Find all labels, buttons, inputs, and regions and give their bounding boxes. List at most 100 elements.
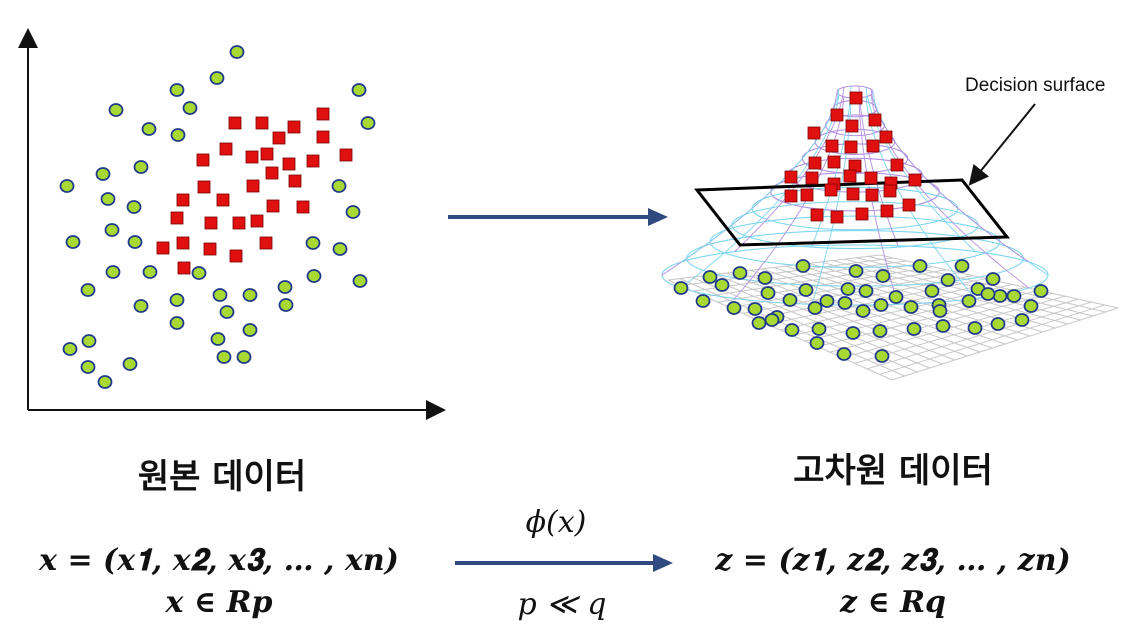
original-circle (236, 350, 252, 364)
original-square (170, 211, 184, 225)
original-data-title: 원본 데이터 (138, 457, 306, 497)
high-dim-circle (985, 272, 1001, 286)
high-dim-circle (784, 323, 800, 337)
original-square (203, 242, 217, 256)
surface-meridian (870, 94, 1030, 289)
original-circle (169, 316, 185, 330)
original-square (260, 147, 274, 161)
high-dim-circle (845, 326, 861, 340)
original-square (228, 116, 242, 130)
surface-meridian (865, 96, 976, 299)
surface-meridian (858, 86, 899, 246)
mapped-vector-formula: 𝒛 = (𝒛𝟏, 𝒛𝟐, 𝒛𝟑, … , 𝒛𝒏) (714, 543, 1070, 578)
original-square (266, 199, 280, 213)
original-circle (108, 103, 124, 117)
original-circle (209, 71, 225, 85)
high-dim-square (830, 210, 844, 224)
high-dimensional-panel: Decision surface (661, 75, 1119, 381)
original-square (176, 193, 190, 207)
high-dim-circle (811, 322, 827, 336)
high-dim-circle (932, 304, 948, 318)
high-dim-circle (809, 336, 825, 350)
original-circle (278, 298, 294, 312)
original-square (272, 131, 286, 145)
high-dim-square (890, 158, 904, 172)
high-dim-circle (760, 286, 776, 300)
high-dim-circle (798, 283, 814, 297)
original-square (288, 174, 302, 188)
grid-floor (667, 254, 1119, 381)
original-circle (126, 200, 142, 214)
original-square-points (156, 107, 353, 275)
high-dim-circle (961, 294, 977, 308)
original-square (177, 261, 191, 275)
high-dim-circle (726, 301, 742, 315)
original-circle (80, 360, 96, 374)
original-circle (170, 128, 186, 142)
original-circle (141, 122, 157, 136)
high-dim-circle (980, 287, 996, 301)
high-dim-circle (1006, 289, 1022, 303)
mapped-space-formula: 𝒛 ∈ 𝑹𝒒 (839, 585, 946, 620)
high-dim-circle (732, 266, 748, 280)
original-square (259, 236, 273, 250)
high-dim-circle (747, 302, 763, 316)
high-dim-circle (757, 271, 773, 285)
original-circle (65, 235, 81, 249)
original-square (316, 107, 330, 121)
original-circle (345, 205, 361, 219)
feature-map-label: ϕ(𝑥) (526, 505, 587, 540)
high-dim-circle (903, 300, 919, 314)
high-dim-circle (848, 264, 864, 278)
high-dim-square (908, 173, 922, 187)
original-square (265, 166, 279, 180)
high-dim-circle (1014, 313, 1030, 327)
high-dim-circle (875, 269, 891, 283)
original-circle (105, 265, 121, 279)
original-circle (182, 101, 198, 115)
high-dim-circle (702, 270, 718, 284)
surface-meridian (680, 94, 840, 289)
high-dim-circle (819, 294, 835, 308)
original-circle (351, 83, 367, 97)
original-circle (104, 223, 120, 237)
original-circle (133, 299, 149, 313)
high-dim-circle (858, 284, 874, 298)
high-dim-circle (751, 316, 767, 330)
high-dim-circle (940, 273, 956, 287)
high-dim-circle (807, 301, 823, 315)
high-dim-circle (840, 282, 856, 296)
original-square (339, 148, 353, 162)
high-dim-square (865, 188, 879, 202)
original-circle (229, 45, 245, 59)
high-dim-circle (1033, 284, 1049, 298)
original-square (287, 120, 301, 134)
original-square (282, 157, 296, 171)
high-dim-circle (855, 304, 871, 318)
original-square (229, 249, 243, 263)
high-dim-square (784, 189, 798, 203)
original-circle (95, 167, 111, 181)
original-square (232, 216, 246, 230)
original-circle (212, 288, 228, 302)
grid-line (879, 304, 1105, 375)
original-square (204, 216, 218, 230)
original-circle (219, 305, 235, 319)
high-dim-square (824, 183, 838, 197)
original-square (250, 214, 264, 228)
original-square (197, 180, 211, 194)
high-dim-circle (924, 284, 940, 298)
original-vector-formula: 𝒙 = (𝒙𝟏, 𝒙𝟐, 𝒙𝟑, … , 𝒙𝒏) (38, 543, 399, 578)
original-circle (80, 283, 96, 297)
high-dim-circle (836, 347, 852, 361)
original-square (255, 116, 269, 130)
high-dim-circle (714, 278, 730, 292)
high-dim-square (883, 184, 897, 198)
high-dim-square (868, 113, 882, 127)
high-dim-square (866, 139, 880, 153)
high-dim-circle (673, 281, 689, 295)
original-circle (331, 179, 347, 193)
high-dim-square (844, 140, 858, 154)
original-circle (332, 242, 348, 256)
